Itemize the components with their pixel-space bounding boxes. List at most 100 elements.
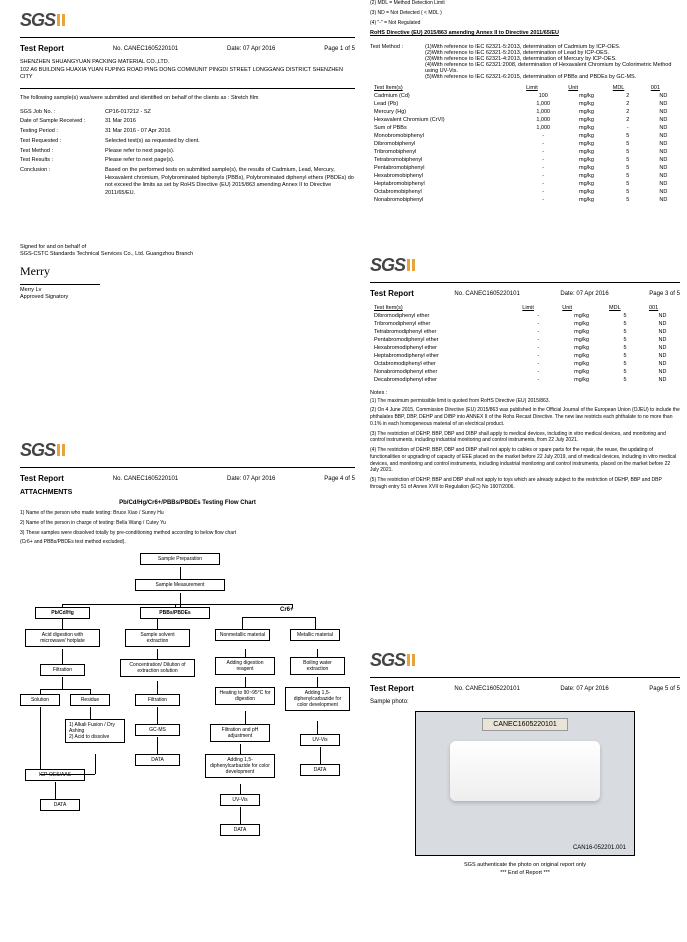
table-cell: 2: [609, 92, 647, 100]
table-cell: Hexavalent Chromium (CrVI): [370, 116, 522, 124]
table-cell: 5: [605, 360, 645, 368]
table-row: Mercury (Hg)1,000mg/kg2ND: [370, 108, 680, 116]
note-line: (1) The maximum permissible limit is quo…: [370, 398, 680, 405]
table-cell: 5: [609, 188, 647, 196]
page-1: SGS Test Report No. CANEC1605220101 Date…: [20, 10, 355, 430]
flow-title: Pb/Cd/Hg/Cr6+/PBBs/PBDEs Testing Flow Ch…: [20, 500, 355, 506]
sample-caption: CAN16-052201.001: [573, 845, 626, 851]
table-cell: Tribromodiphenyl ether: [370, 320, 518, 328]
table-row: Heptabromobiphenyl-mg/kg5ND: [370, 180, 680, 188]
table-cell: ND: [647, 156, 680, 164]
table-cell: Hexabromobiphenyl: [370, 172, 522, 180]
table-cell: mg/kg: [558, 368, 605, 376]
field-label: Test Results :: [20, 157, 105, 165]
table-cell: Pentabromobiphenyl: [370, 164, 522, 172]
table-cell: 5: [609, 196, 647, 204]
sgs-logo: SGS: [370, 650, 680, 671]
sgs-logo-text: SGS: [20, 440, 55, 461]
table-row: Dibromobiphenyl-mg/kg5ND: [370, 140, 680, 148]
table-cell: ND: [645, 312, 680, 320]
table-cell: -: [518, 344, 558, 352]
table-cell: ND: [645, 352, 680, 360]
flow-intro-line: 2) Name of the person in charge of testi…: [20, 520, 355, 527]
table-cell: -: [518, 376, 558, 384]
table-cell: mg/kg: [564, 132, 608, 140]
table-cell: 1,000: [522, 124, 564, 132]
report-no: No. CANEC1605220101: [454, 291, 519, 297]
col-header: MDL: [605, 304, 645, 312]
table-cell: ND: [647, 132, 680, 140]
table-cell: Mercury (Hg): [370, 108, 522, 116]
method-line: (5)With reference to IEC 62321-6:2015, d…: [425, 74, 680, 80]
table-cell: 1,000: [522, 100, 564, 108]
flow-acid: Acid digestion with microwave/ hotplate: [25, 629, 100, 647]
field-value: 31 Mar 2016: [105, 118, 355, 126]
table-cell: 5: [609, 156, 647, 164]
report-label: Test Report: [370, 684, 414, 693]
report-header: Test Report No. CANEC1605220101 Date: 07…: [20, 474, 355, 483]
table-row: Monobromobiphenyl-mg/kg5ND: [370, 132, 680, 140]
table-cell: 5: [605, 312, 645, 320]
report-date: Date: 07 Apr 2016: [227, 46, 275, 52]
notes-body: (1) The maximum permissible limit is quo…: [370, 398, 680, 491]
table-row: Cadmium (Cd)100mg/kg2ND: [370, 92, 680, 100]
flow-uvvis-1: UV-Vis: [300, 734, 340, 746]
col-header: Unit: [564, 84, 608, 92]
table-cell: ND: [645, 368, 680, 376]
report-label: Test Report: [20, 474, 64, 483]
field-label: Test Method :: [20, 148, 105, 156]
flow-metal: Metallic material: [290, 629, 340, 641]
table-cell: mg/kg: [558, 352, 605, 360]
table-cell: 2: [609, 100, 647, 108]
table-cell: ND: [647, 180, 680, 188]
table-cell: -: [522, 156, 564, 164]
signature-block: Signed for and on behalf of SGS-CSTC Sta…: [20, 244, 355, 303]
table-cell: mg/kg: [564, 108, 608, 116]
report-no: No. CANEC1605220101: [454, 686, 519, 692]
table-row: Octabromodiphenyl ether-mg/kg5ND: [370, 360, 680, 368]
signature-script: Merry: [20, 263, 355, 280]
field-label: Conclusion :: [20, 167, 105, 198]
table-cell: ND: [645, 336, 680, 344]
note-line: (4) "-" = Not Regulated: [370, 20, 680, 27]
table-cell: ND: [647, 148, 680, 156]
sample-id-plaque: CANEC1605220101: [482, 718, 567, 731]
flow-sample-prep: Sample Preparation: [140, 553, 220, 565]
report-date: Date: 07 Apr 2016: [560, 291, 608, 297]
table-row: Tetrabromobiphenyl-mg/kg5ND: [370, 156, 680, 164]
note-line: (3) ND = Not Detected ( < MDL ): [370, 10, 680, 17]
auth-note: SGS authenticate the photo on original r…: [370, 862, 680, 868]
sgs-logo: SGS: [370, 255, 680, 276]
field-value: 31 Mar 2016 - 07 Apr 2016: [105, 128, 355, 136]
field-value: Selected test(s) as requested by client.: [105, 138, 355, 146]
table-row: Tribromobiphenyl-mg/kg5ND: [370, 148, 680, 156]
table-cell: ND: [645, 328, 680, 336]
table-row: Hexavalent Chromium (CrVI)1,000mg/kg2ND: [370, 116, 680, 124]
sgs-logo-text: SGS: [370, 255, 405, 276]
table-cell: ND: [647, 108, 680, 116]
table-cell: ND: [647, 124, 680, 132]
field-value: Please refer to next page(s).: [105, 157, 355, 165]
table-cell: mg/kg: [564, 92, 608, 100]
table-cell: mg/kg: [564, 164, 608, 172]
flow-residue: Residue: [70, 694, 110, 706]
flow-alkali: 1) Alkali Fusion / Dry Ashing 2) Acid to…: [65, 719, 125, 743]
intro-text: The following sample(s) was/were submitt…: [20, 95, 355, 103]
table-cell: mg/kg: [564, 196, 608, 204]
table-cell: ND: [647, 116, 680, 124]
table-cell: mg/kg: [564, 188, 608, 196]
table-cell: Decabromodiphenyl ether: [370, 376, 518, 384]
field-label: Testing Period :: [20, 128, 105, 136]
col-header: 001: [645, 304, 680, 312]
page-indicator: Page 1 of 5: [324, 46, 355, 52]
table-cell: 5: [609, 164, 647, 172]
logo-marks-icon: [57, 444, 67, 458]
table-cell: -: [518, 352, 558, 360]
table-cell: 5: [609, 172, 647, 180]
logo-marks-icon: [407, 654, 417, 668]
notes-label: Notes :: [370, 390, 680, 398]
page-indicator: Page 4 of 5: [324, 476, 355, 482]
table-cell: 5: [605, 320, 645, 328]
flow-add15b: Adding 1,5-diphenylcarbazide for color d…: [205, 754, 275, 778]
sample-photo: CANEC1605220101 CAN16-052201.001: [415, 711, 635, 856]
